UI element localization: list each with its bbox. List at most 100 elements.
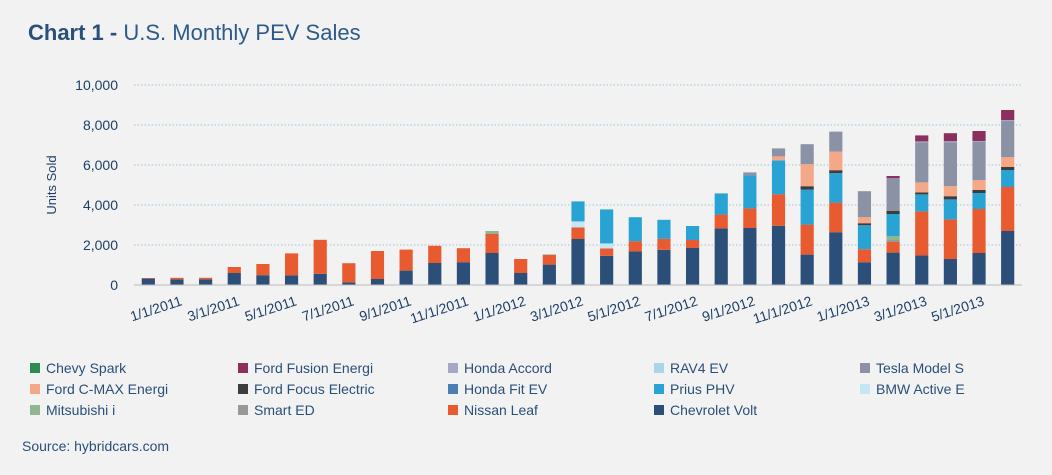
legend-label: Chevrolet Volt [670,401,758,418]
bar-segment [657,238,671,250]
bar-segment [657,249,671,285]
x-tick-label: 1/1/2012 [471,293,528,325]
bar-segment [886,242,900,253]
bar-segment [600,255,614,285]
legend-swatch [30,404,40,415]
bar-segment [170,277,184,280]
legend-label: Chevy Spark [46,359,127,376]
bar-segment [915,135,929,142]
chart-title-text: U.S. Monthly PEV Sales [123,20,361,45]
bar-segment [886,178,900,211]
legend-label: Ford Focus Electric [254,380,375,397]
bar-segment [199,277,213,280]
legend-label: Ford C-MAX Energi [46,380,169,397]
x-tick-label: 11/1/2012 [751,293,814,327]
bar-segment [485,231,499,234]
x-tick-label: 1/1/2011 [128,293,184,325]
legend-item: BMW Active E [860,379,1030,398]
bar-segment [628,251,642,285]
x-tick-label: 5/1/2012 [585,293,642,325]
bar-segment [428,245,442,263]
bar-segment [972,193,986,209]
bar-segment [571,221,585,228]
bar-segment [170,279,184,285]
x-tick-label: 9/1/2011 [357,293,413,325]
chart-legend: Chevy Spark Ford Fusion Energi Honda Accor… [30,358,1030,419]
bar-segment [628,241,642,252]
bar-segment [915,192,929,195]
legend-item: RAV4 EV [654,358,860,377]
bar-segment [886,236,900,240]
bar-segment [771,160,786,195]
bar-segment [514,259,528,273]
bar-segment [428,263,442,285]
y-axis-label: Units Sold [44,155,59,214]
bar-segment [199,279,213,285]
legend-item: Smart ED [238,400,448,419]
bar-segment [915,194,929,212]
bar-segment [915,182,929,193]
legend-item: Ford Fusion Energi [238,358,448,377]
legend-item: Nissan Leaf [448,400,654,419]
bar-segment [886,214,900,236]
bar-segment [227,267,241,273]
legend-swatch [30,362,40,373]
bar-segment [370,279,385,285]
x-tick-label: 9/1/2012 [700,293,757,325]
legend-item: Mitsubishi i [30,400,238,419]
bar-segment [313,273,327,285]
bar-segment [857,191,872,218]
bar-segment [714,193,728,215]
legend-swatch [654,362,664,373]
bar-segment [972,180,986,190]
bar-segment [915,142,929,183]
legend-label: RAV4 EV [670,359,729,376]
bar-segment [1001,231,1015,285]
bar-segment [141,278,155,285]
bar-segment [1001,110,1015,120]
bar-segment [857,223,872,226]
legend-label: Tesla Model S [876,359,964,376]
legend-swatch [448,404,458,415]
bar-segment [399,249,413,271]
bar-segment [1001,120,1015,121]
y-tick-label: 6,000 [83,157,118,173]
bar-segment [886,176,900,178]
bar-segment [915,255,929,285]
bar-segment [313,239,327,274]
bar-segment [600,248,614,256]
bar-segment [714,228,728,285]
legend-label: Mitsubishi i [46,401,116,418]
bar-segment [829,170,843,174]
bar-segment [771,225,786,285]
bar-segment [743,172,757,176]
bar-segment [542,264,556,285]
bar-segment [972,142,986,180]
bar-segment [915,211,929,256]
legend-item: Chevy Spark [30,358,238,377]
bar-segment [829,131,843,152]
bar-segment [514,273,528,285]
bar-segment [542,254,556,255]
bar-segment [857,262,872,285]
legend-item: Ford C-MAX Energi [30,379,238,398]
bar-segment [485,234,499,253]
legend-swatch [30,383,40,394]
bar-segment [771,148,786,157]
legend-item: Tesla Model S [860,358,1030,377]
y-tick-label: 0 [110,277,118,293]
legend-swatch [238,383,248,394]
bar-segment [1001,167,1015,170]
bar-segment [857,225,872,250]
bar-segment [800,186,814,190]
x-tick-label: 3/1/2012 [528,293,585,325]
bar-segment [972,209,986,253]
legend-item: Chevrolet Volt [654,400,860,419]
chart-title-number: Chart 1 - [28,20,118,45]
bar-segment [571,201,585,222]
x-tick-label: 5/1/2011 [243,293,299,325]
bar-segment [1001,187,1015,231]
bar-segment [943,219,957,259]
bar-segment [743,208,757,228]
bar-segment [141,278,155,279]
